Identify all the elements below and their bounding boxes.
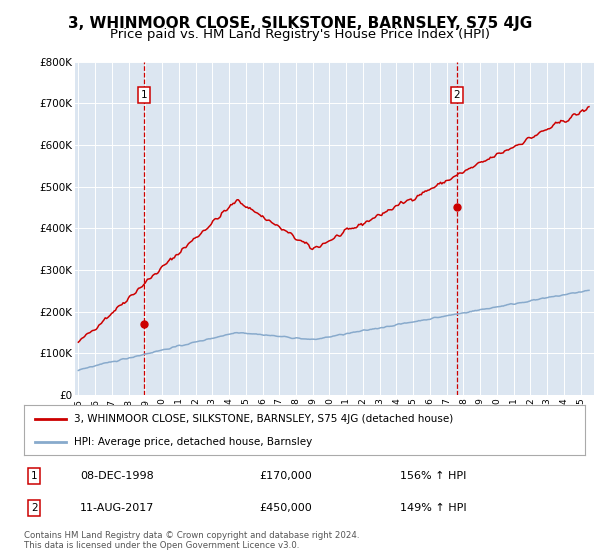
Text: 08-DEC-1998: 08-DEC-1998: [80, 470, 154, 480]
Text: £170,000: £170,000: [260, 470, 313, 480]
Text: HPI: Average price, detached house, Barnsley: HPI: Average price, detached house, Barn…: [74, 437, 313, 447]
Text: 1: 1: [140, 90, 147, 100]
Text: 2: 2: [454, 90, 460, 100]
Text: Contains HM Land Registry data © Crown copyright and database right 2024.
This d: Contains HM Land Registry data © Crown c…: [24, 531, 359, 550]
Text: 3, WHINMOOR CLOSE, SILKSTONE, BARNSLEY, S75 4JG (detached house): 3, WHINMOOR CLOSE, SILKSTONE, BARNSLEY, …: [74, 414, 454, 424]
Text: Price paid vs. HM Land Registry's House Price Index (HPI): Price paid vs. HM Land Registry's House …: [110, 28, 490, 41]
Text: 2: 2: [31, 503, 37, 514]
Text: 11-AUG-2017: 11-AUG-2017: [80, 503, 154, 514]
Text: 1: 1: [31, 470, 37, 480]
Text: 149% ↑ HPI: 149% ↑ HPI: [400, 503, 466, 514]
Text: £450,000: £450,000: [260, 503, 313, 514]
Text: 156% ↑ HPI: 156% ↑ HPI: [400, 470, 466, 480]
Text: 3, WHINMOOR CLOSE, SILKSTONE, BARNSLEY, S75 4JG: 3, WHINMOOR CLOSE, SILKSTONE, BARNSLEY, …: [68, 16, 532, 31]
